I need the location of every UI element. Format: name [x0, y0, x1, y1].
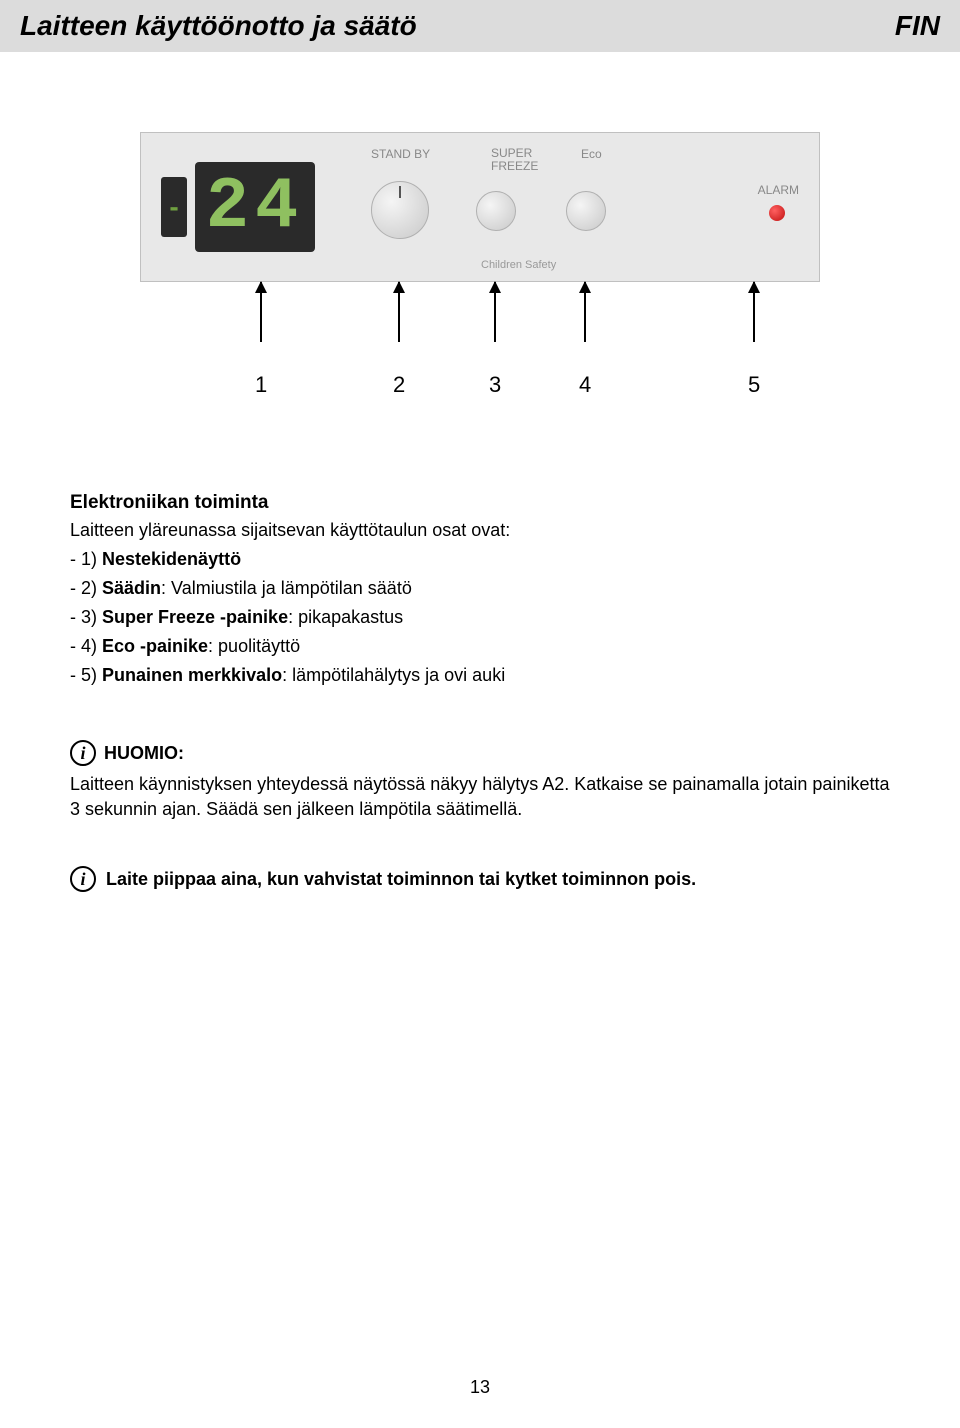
display-group: - 24 [161, 162, 315, 252]
standby-dial [371, 181, 429, 239]
list-item-prefix: - 3) [70, 607, 102, 627]
callout-numbers: 1 2 3 4 5 [140, 372, 820, 412]
eco-label: Eco [581, 147, 631, 173]
notice-heading: i HUOMIO: [70, 740, 890, 766]
list-item-bold: Nestekidenäyttö [102, 549, 241, 569]
children-safety-label: Children Safety [481, 259, 556, 271]
final-notice-text: Laite piippaa aina, kun vahvistat toimin… [106, 869, 696, 890]
list-item-bold: Säädin [102, 578, 161, 598]
page-header: Laitteen käyttöönotto ja säätö FIN [0, 0, 960, 52]
arrow-2 [398, 282, 400, 342]
list-item-bold: Punainen merkkivalo [102, 665, 282, 685]
lcd-display: 24 [195, 162, 315, 252]
list-item-prefix: - 4) [70, 636, 102, 656]
eco-button [566, 191, 606, 231]
main-content: Elektroniikan toiminta Laitteen yläreuna… [0, 412, 960, 892]
arrow-4 [584, 282, 586, 342]
alarm-led-icon [769, 205, 785, 221]
list-item-prefix: - 5) [70, 665, 102, 685]
arrow-5 [753, 282, 755, 342]
arrow-1 [260, 282, 262, 342]
page-title: Laitteen käyttöönotto ja säätö [20, 10, 417, 42]
super-freeze-label: SUPER FREEZE [491, 147, 551, 173]
list-item-bold: Super Freeze -painike [102, 607, 288, 627]
super-freeze-button [476, 191, 516, 231]
section-title: Elektroniikan toiminta [70, 492, 890, 514]
list-item-rest: : puolitäyttö [208, 636, 300, 656]
callout-num-3: 3 [489, 372, 501, 398]
list-item: - 4) Eco -painike: puolitäyttö [70, 636, 890, 657]
standby-label: STAND BY [371, 147, 461, 173]
final-notice: i Laite piippaa aina, kun vahvistat toim… [70, 866, 890, 892]
callout-num-2: 2 [393, 372, 405, 398]
list-item: - 5) Punainen merkkivalo: lämpötilahälyt… [70, 665, 890, 686]
list-item: - 1) Nestekidenäyttö [70, 549, 890, 570]
feature-list: - 1) Nestekidenäyttö- 2) Säädin: Valmius… [70, 549, 890, 686]
notice-block: i HUOMIO: Laitteen käynnistyksen yhteyde… [70, 740, 890, 822]
arrow-3 [494, 282, 496, 342]
panel-labels: STAND BY SUPER FREEZE Eco [371, 147, 799, 173]
alarm-label: ALARM [758, 183, 799, 197]
minus-indicator: - [161, 177, 187, 237]
notice-text: Laitteen käynnistyksen yhteydessä näytös… [70, 772, 890, 822]
notice-label: HUOMIO: [104, 743, 184, 764]
callout-num-1: 1 [255, 372, 267, 398]
list-item: - 2) Säädin: Valmiustila ja lämpötilan s… [70, 578, 890, 599]
callout-num-4: 4 [579, 372, 591, 398]
control-panel-figure: - 24 STAND BY SUPER FREEZE Eco ALARM Chi… [140, 132, 820, 412]
control-panel: - 24 STAND BY SUPER FREEZE Eco ALARM Chi… [140, 132, 820, 282]
list-item-rest: : pikapakastus [288, 607, 403, 627]
page-number: 13 [470, 1377, 490, 1398]
list-item-bold: Eco -painike [102, 636, 208, 656]
info-icon: i [70, 740, 96, 766]
intro-text: Laitteen yläreunassa sijaitsevan käyttöt… [70, 520, 890, 541]
list-item-rest: : Valmiustila ja lämpötilan säätö [161, 578, 412, 598]
list-item: - 3) Super Freeze -painike: pikapakastus [70, 607, 890, 628]
language-code: FIN [895, 10, 940, 42]
list-item-prefix: - 1) [70, 549, 102, 569]
info-icon: i [70, 866, 96, 892]
list-item-rest: : lämpötilahälytys ja ovi auki [282, 665, 505, 685]
callout-num-5: 5 [748, 372, 760, 398]
callout-arrows [140, 282, 820, 372]
list-item-prefix: - 2) [70, 578, 102, 598]
